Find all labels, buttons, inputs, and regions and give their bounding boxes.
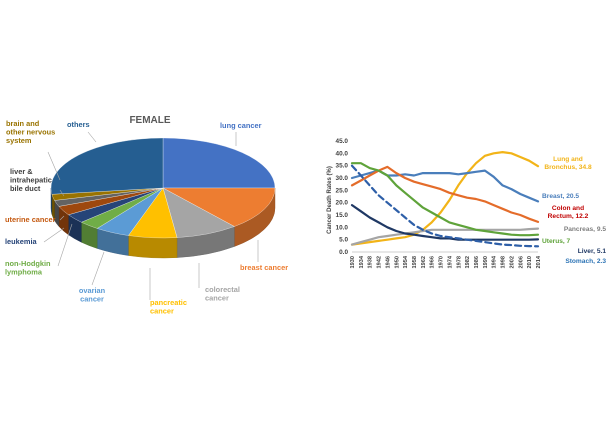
x-tick-label: 1970 xyxy=(439,256,445,268)
pie-label-breast-cancer: breast cancer xyxy=(240,263,288,272)
x-tick-label: 1938 xyxy=(368,256,374,268)
x-tick-label: 2010 xyxy=(527,256,533,268)
series-label-breast-20-5: Breast, 20.5 xyxy=(542,193,579,200)
series-line-liver-5-1 xyxy=(350,204,540,241)
pie-slice-others xyxy=(50,137,164,195)
x-tick-label: 1954 xyxy=(403,255,409,268)
leader-line-ovarian-cancer xyxy=(91,251,105,286)
x-tick-label: 1974 xyxy=(447,255,453,268)
pie-sides xyxy=(50,187,276,259)
line-chart: 0.0 5.0 10.0 15.0 20.0 25.0 30.0 35.0 40.0 45.0 19… xyxy=(327,138,606,268)
x-tick-label: 1962 xyxy=(421,256,427,268)
y-tick-label: 30.0 xyxy=(336,175,349,182)
x-tick-label: 1950 xyxy=(394,256,400,268)
x-tick-label: 2014 xyxy=(536,255,542,268)
pie-side-pancreatic-cancer xyxy=(128,235,178,259)
y-tick-label: 25.0 xyxy=(336,187,349,194)
y-tick-label: 15.0 xyxy=(336,212,349,219)
pie-labels: lung cancer breast cancer colorectal cancer… xyxy=(5,119,288,316)
leader-line-others xyxy=(87,131,97,143)
series-line-stomach-2-3 xyxy=(350,164,540,248)
series-label-uterus-7: Uterus, 7 xyxy=(542,238,571,245)
x-tick-label: 1946 xyxy=(385,256,391,268)
y-tick-label: 45.0 xyxy=(336,138,349,145)
x-tick-label: 1982 xyxy=(465,256,471,268)
pie-chart: FEMALE lung cancer breast cancer colorecta… xyxy=(5,115,288,316)
pie-label-leukemia: leukemia xyxy=(5,237,38,246)
pie-slice-lung-cancer xyxy=(162,137,276,189)
y-tick-label: 35.0 xyxy=(336,163,349,170)
x-tick-label: 1986 xyxy=(474,256,480,268)
series-label-stomach-2-3: Stomach, 2.3 xyxy=(565,258,606,265)
pie-label-others: others xyxy=(67,120,90,129)
series-label-colon-and-rectum-12-2: Colon and Rectum, 12.2 xyxy=(548,205,589,220)
y-tick-label: 40.0 xyxy=(336,150,349,157)
series-line-pancreas-9-5 xyxy=(350,227,540,246)
pie-label-brain-and-other-nervous-system: brain and other nervous system xyxy=(6,119,55,145)
leader-line-non-hodgkin-lymphoma xyxy=(57,223,73,267)
leader-line-brain-and-other-nervous-system xyxy=(47,151,61,181)
x-tick-label: 1990 xyxy=(483,256,489,268)
pie-label-lung-cancer: lung cancer xyxy=(220,121,262,130)
pie-label-non-hodgkin-lymphoma: non-Hodgkin lymphoma xyxy=(5,259,51,277)
line-axes: 0.0 5.0 10.0 15.0 20.0 25.0 30.0 35.0 40.0 45.0 19… xyxy=(336,138,542,268)
x-tick-label: 2002 xyxy=(509,256,515,268)
x-tick-label: 1958 xyxy=(412,256,418,268)
leader-line-leukemia xyxy=(43,227,65,243)
x-tick-label: 1942 xyxy=(377,256,383,268)
pie-slice-breast-cancer xyxy=(162,187,276,227)
line-labels: Lung and Bronchus, 34.8 Breast, 20.5 Colon … xyxy=(542,156,606,265)
pie-label-liver-intrahepatic-bile-duct: liver & intrahepatic bile duct xyxy=(10,167,52,193)
series-line-colon-and-rectum-12-2 xyxy=(350,165,540,223)
pie-label-uterine-cancer: uterine cancer xyxy=(5,215,56,224)
pie-label-pancreatic-cancer: pancreatic cancer xyxy=(150,298,187,316)
x-tick-label: 2006 xyxy=(518,256,524,268)
leader-line-uterine-cancer xyxy=(59,215,65,221)
y-tick-label: 5.0 xyxy=(339,237,348,244)
series-label-lung-and-bronchus-34-8: Lung and Bronchus, 34.8 xyxy=(544,156,592,171)
y-axis-label: Cancer Death Rates (%) xyxy=(327,166,333,234)
series-line-lung-and-bronchus-34-8 xyxy=(350,151,540,246)
x-tick-label: 1978 xyxy=(456,256,462,268)
x-tick-label: 1998 xyxy=(501,256,507,268)
y-tick-label: 10.0 xyxy=(336,224,349,231)
series-line-uterus-7 xyxy=(350,162,540,237)
pie-title: FEMALE xyxy=(129,115,170,126)
y-tick-label: 20.0 xyxy=(336,200,349,207)
x-tick-label: 1930 xyxy=(350,256,356,268)
series-label-pancreas-9-5: Pancreas, 9.5 xyxy=(564,226,606,233)
line-series xyxy=(350,151,540,248)
x-tick-label: 1994 xyxy=(492,255,498,268)
y-tick-label: 0.0 xyxy=(339,249,348,256)
pie-label-ovarian-cancer: ovarian cancer xyxy=(79,286,106,304)
series-label-liver-5-1: Liver, 5.1 xyxy=(578,248,606,255)
x-tick-label: 1934 xyxy=(359,255,365,268)
pie-label-colorectal-cancer: colorectal cancer xyxy=(205,285,240,303)
leader-line-liver-intrahepatic-bile-duct xyxy=(59,189,65,197)
pie-top xyxy=(50,137,276,239)
x-tick-label: 1966 xyxy=(430,256,436,268)
